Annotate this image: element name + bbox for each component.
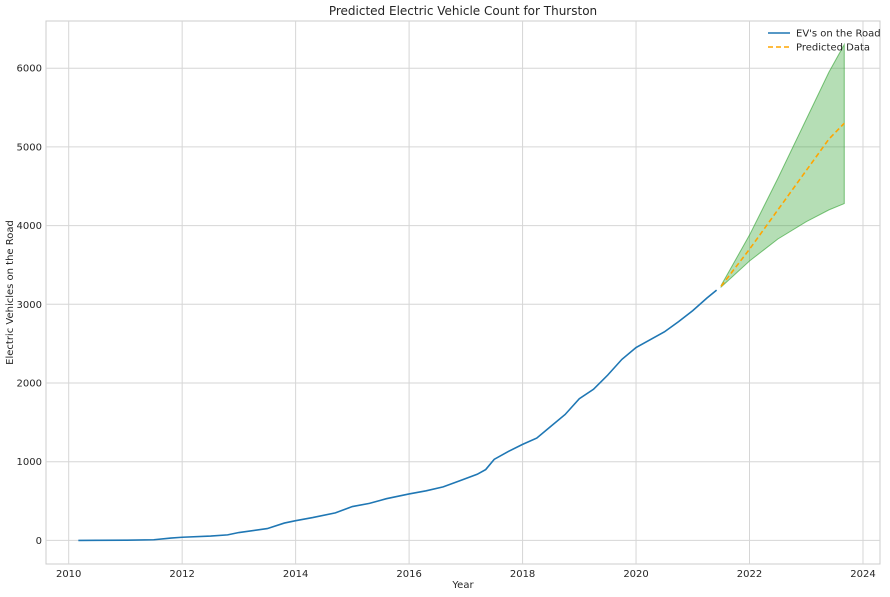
series-line-predicted [720, 122, 845, 287]
y-tick-label: 5000 [17, 142, 42, 153]
y-tick-label: 0 [36, 536, 42, 547]
x-tick-label: 2010 [56, 569, 81, 580]
x-tick-label: 2014 [283, 569, 308, 580]
grid [46, 21, 880, 564]
y-ticks: 0 1000 2000 3000 4000 5000 6000 [17, 64, 42, 547]
y-axis-label: Electric Vehicles on the Road [5, 220, 16, 365]
legend: EV's on the Road Predicted Data [768, 29, 881, 54]
x-tick-label: 2016 [396, 569, 421, 580]
confidence-band [720, 42, 845, 289]
legend-label-predicted: Predicted Data [796, 43, 870, 54]
x-tick-label: 2018 [510, 569, 535, 580]
confidence-band-layer [720, 42, 845, 289]
x-tick-label: 2022 [737, 569, 762, 580]
x-ticks: 2010 2012 2014 2016 2018 2020 2022 2024 [56, 569, 876, 580]
x-tick-label: 2024 [850, 569, 875, 580]
x-tick-label: 2020 [623, 569, 648, 580]
y-tick-label: 6000 [17, 64, 42, 75]
y-tick-label: 1000 [17, 457, 42, 468]
y-tick-label: 2000 [17, 379, 42, 390]
chart-title: Predicted Electric Vehicle Count for Thu… [329, 4, 597, 18]
series-line-evs-on-road [78, 289, 718, 542]
y-tick-label: 3000 [17, 300, 42, 311]
x-tick-label: 2012 [169, 569, 194, 580]
x-axis-label: Year [451, 580, 474, 591]
series-layer [78, 122, 845, 542]
plot-area [45, 20, 881, 565]
y-tick-label: 4000 [17, 221, 42, 232]
legend-label-evs-on-road: EV's on the Road [796, 29, 881, 40]
